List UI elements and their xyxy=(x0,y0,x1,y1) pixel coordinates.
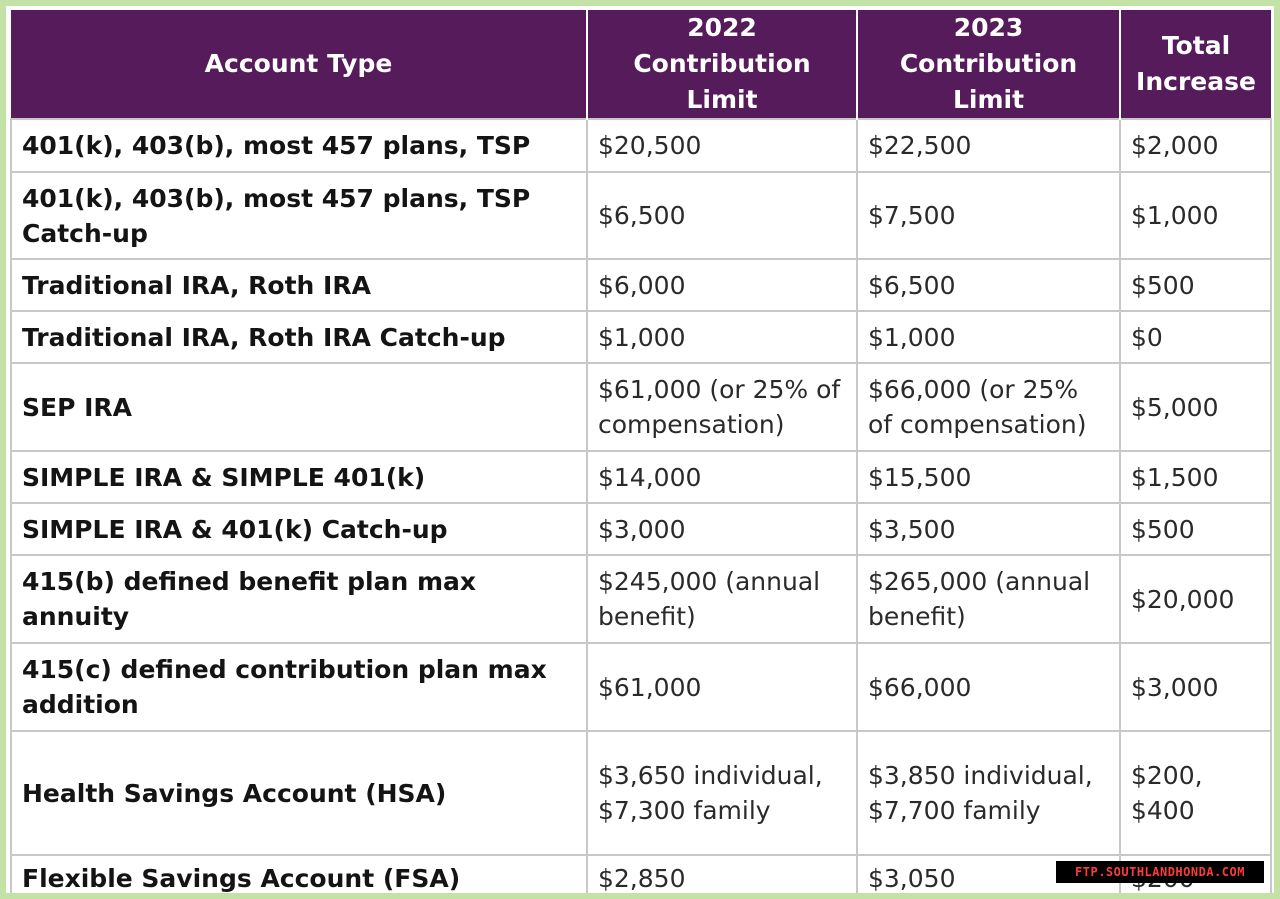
header-total-label: Total xyxy=(1161,31,1231,60)
account-type-cell: SIMPLE IRA & 401(k) Catch-up xyxy=(10,502,588,556)
account-type-cell: Traditional IRA, Roth IRA xyxy=(10,258,588,312)
limit-2022-cell: $2,850 xyxy=(586,854,858,893)
table-row: SEP IRA $61,000 (or 25% of compensation)… xyxy=(10,362,1272,452)
limit-2022-cell: $20,500 xyxy=(586,118,858,173)
limit-2022-cell: $1,000 xyxy=(586,310,858,364)
limit-2023-cell: $7,500 xyxy=(856,171,1121,260)
increase-cell: $500 xyxy=(1119,258,1272,312)
table-row: Traditional IRA, Roth IRA $6,000 $6,500 … xyxy=(10,258,1272,312)
header-2023-limit: 2023 Contribution Limit xyxy=(857,10,1121,119)
table-row: Traditional IRA, Roth IRA Catch-up $1,00… xyxy=(10,310,1272,364)
increase-cell: $200, $400 xyxy=(1119,730,1272,856)
increase-cell: $20,000 xyxy=(1119,554,1272,644)
limit-2022-cell: $14,000 xyxy=(586,450,858,504)
account-type-cell: 415(b) defined benefit plan max annuity xyxy=(10,554,588,644)
increase-cell: $3,000 xyxy=(1119,642,1272,732)
increase-cell: $0 xyxy=(1119,310,1272,364)
limit-2023-cell: $6,500 xyxy=(856,258,1121,312)
increase-cell: $500 xyxy=(1119,502,1272,556)
table-row: 401(k), 403(b), most 457 plans, TSP Catc… xyxy=(10,171,1272,260)
account-type-cell: Health Savings Account (HSA) xyxy=(10,730,588,856)
limit-2022-cell: $3,000 xyxy=(586,502,858,556)
limit-2022-cell: $61,000 (or 25% of compensation) xyxy=(586,362,858,452)
limit-2023-cell: $15,500 xyxy=(856,450,1121,504)
table-row: 415(b) defined benefit plan max annuity … xyxy=(10,554,1272,644)
account-type-cell: Flexible Savings Account (FSA) xyxy=(10,854,588,893)
limit-2022-cell: $61,000 xyxy=(586,642,858,732)
table-row: SIMPLE IRA & SIMPLE 401(k) $14,000 $15,5… xyxy=(10,450,1272,504)
table-header-row: Account Type 2022 Contribution Limit 202… xyxy=(11,10,1271,119)
account-type-cell: 415(c) defined contribution plan max add… xyxy=(10,642,588,732)
source-watermark: FTP.SOUTHLANDHONDA.COM xyxy=(1056,861,1264,883)
limit-2022-cell: $6,500 xyxy=(586,171,858,260)
header-2023-year: 2023 xyxy=(953,13,1024,42)
limit-2022-cell: $6,000 xyxy=(586,258,858,312)
increase-cell: $2,000 xyxy=(1119,118,1272,173)
limit-2023-cell: $265,000 (annual benefit) xyxy=(856,554,1121,644)
header-account-type: Account Type xyxy=(11,10,588,119)
table-row: 415(c) defined contribution plan max add… xyxy=(10,642,1272,732)
account-type-cell: 401(k), 403(b), most 457 plans, TSP xyxy=(10,118,588,173)
header-increase-label: Increase xyxy=(1136,67,1256,96)
limit-2023-cell: $3,850 individual, $7,700 family xyxy=(856,730,1121,856)
increase-cell: $1,500 xyxy=(1119,450,1272,504)
account-type-cell: Traditional IRA, Roth IRA Catch-up xyxy=(10,310,588,364)
header-total-increase: Total Increase xyxy=(1120,10,1271,119)
account-type-cell: 401(k), 403(b), most 457 plans, TSP Catc… xyxy=(10,171,588,260)
limit-2023-cell: $3,500 xyxy=(856,502,1121,556)
table-row: 401(k), 403(b), most 457 plans, TSP $20,… xyxy=(10,118,1272,173)
header-2022-label: Contribution Limit xyxy=(633,49,811,114)
increase-cell: $1,000 xyxy=(1119,171,1272,260)
contribution-limits-table: Account Type 2022 Contribution Limit 202… xyxy=(10,10,1272,893)
header-2022-limit: 2022 Contribution Limit xyxy=(587,10,858,119)
contribution-limits-figure: Account Type 2022 Contribution Limit 202… xyxy=(6,6,1274,893)
limit-2023-cell: $66,000 (or 25% of compensation) xyxy=(856,362,1121,452)
header-2023-label: Contribution Limit xyxy=(899,49,1078,114)
limit-2022-cell: $3,650 individual, $7,300 family xyxy=(586,730,858,856)
table-row: SIMPLE IRA & 401(k) Catch-up $3,000 $3,5… xyxy=(10,502,1272,556)
table-row: Health Savings Account (HSA) $3,650 indi… xyxy=(10,730,1272,856)
limit-2023-cell: $66,000 xyxy=(856,642,1121,732)
header-account-type-label: Account Type xyxy=(204,49,393,78)
limit-2022-cell: $245,000 (annual benefit) xyxy=(586,554,858,644)
limit-2023-cell: $1,000 xyxy=(856,310,1121,364)
account-type-cell: SIMPLE IRA & SIMPLE 401(k) xyxy=(10,450,588,504)
limit-2023-cell: $22,500 xyxy=(856,118,1121,173)
increase-cell: $5,000 xyxy=(1119,362,1272,452)
header-2022-year: 2022 xyxy=(687,13,757,42)
account-type-cell: SEP IRA xyxy=(10,362,588,452)
